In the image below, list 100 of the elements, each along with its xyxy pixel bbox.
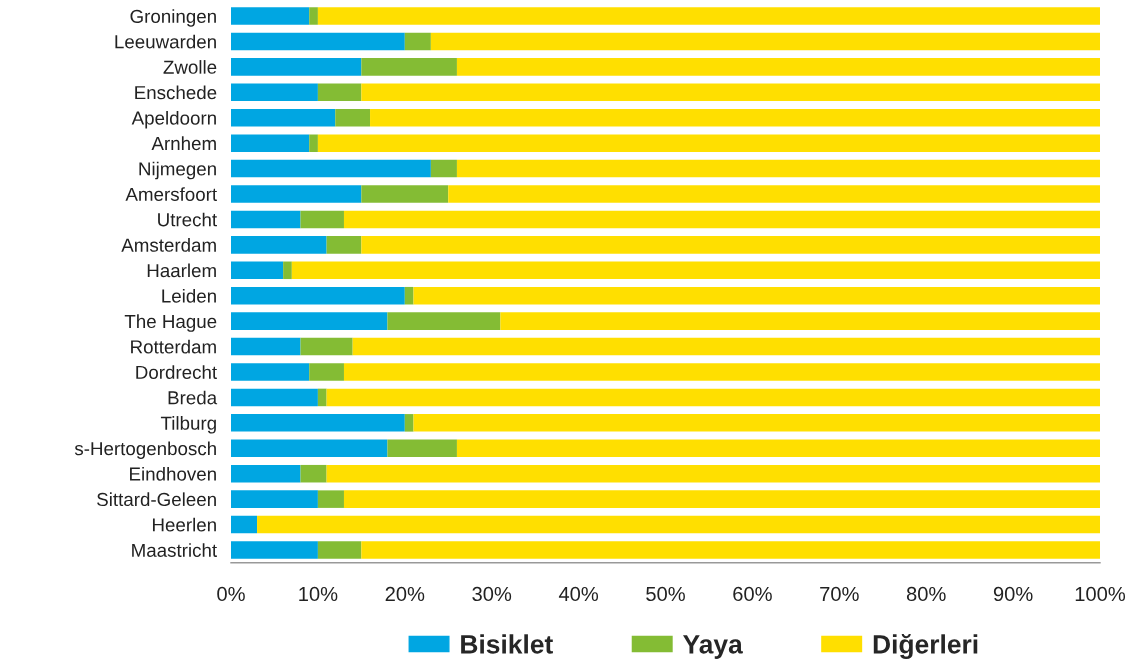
bar bbox=[361, 185, 449, 203]
bar bbox=[231, 83, 318, 102]
bar bbox=[231, 210, 301, 229]
y-tick-label: Breda bbox=[168, 390, 218, 405]
y-tick-label: Sittard-Geleen bbox=[97, 492, 216, 507]
bar bbox=[430, 32, 1100, 51]
bar bbox=[361, 236, 1100, 254]
bar bbox=[309, 7, 318, 25]
bar bbox=[300, 337, 353, 356]
y-tick-label: Maastricht bbox=[132, 543, 217, 557]
bar bbox=[300, 210, 344, 229]
bar bbox=[387, 439, 457, 458]
y-tick-label: Nijmegen bbox=[139, 161, 216, 180]
y-tick-label: Amersfoort bbox=[125, 187, 217, 201]
y-tick-label: Tilburg bbox=[160, 416, 216, 434]
bar bbox=[283, 261, 292, 280]
bar bbox=[231, 439, 388, 458]
bar bbox=[231, 363, 310, 381]
legend-label: Yaya bbox=[683, 635, 743, 659]
bar bbox=[413, 414, 1100, 432]
y-tick-label: The Hague bbox=[124, 314, 217, 332]
x-tick-label: 30% bbox=[472, 586, 512, 602]
y-tick-label: Dordrecht bbox=[136, 365, 217, 379]
bar bbox=[326, 388, 1100, 407]
bar bbox=[317, 388, 327, 407]
bar bbox=[231, 236, 327, 254]
bar bbox=[343, 363, 1100, 381]
y-tick-label: Leiden bbox=[162, 288, 216, 303]
bar bbox=[231, 388, 318, 407]
bar bbox=[361, 58, 457, 76]
x-tick-label: 70% bbox=[820, 586, 859, 602]
bar bbox=[231, 185, 362, 203]
bar bbox=[231, 414, 405, 432]
bar bbox=[231, 7, 310, 25]
bar bbox=[231, 515, 258, 534]
bar bbox=[231, 32, 405, 51]
x-tick-label: 100% bbox=[1075, 586, 1126, 602]
bar bbox=[309, 363, 344, 381]
bar bbox=[413, 286, 1100, 305]
x-tick-label: 0% bbox=[217, 586, 245, 602]
bar bbox=[448, 185, 1100, 203]
bar bbox=[456, 439, 1100, 458]
bar bbox=[352, 337, 1100, 356]
bar bbox=[231, 312, 388, 330]
bar bbox=[326, 464, 1100, 483]
y-tick-label: Rotterdam bbox=[131, 339, 216, 354]
bar bbox=[317, 83, 362, 102]
y-tick-label: Eindhoven bbox=[130, 466, 216, 481]
bar bbox=[231, 58, 362, 76]
x-tick-label: 60% bbox=[733, 586, 772, 602]
y-tick-label: Groningen bbox=[130, 9, 216, 27]
y-tick-label: Zwolle bbox=[163, 60, 217, 74]
x-tick-label: 10% bbox=[299, 586, 338, 602]
bar bbox=[456, 159, 1100, 178]
bar bbox=[317, 7, 1100, 25]
y-tick-label: Amsterdam bbox=[121, 238, 216, 252]
bar bbox=[257, 515, 1100, 534]
x-tick-label: 80% bbox=[906, 586, 946, 602]
bar bbox=[231, 286, 405, 305]
bar bbox=[231, 541, 318, 559]
bar bbox=[404, 32, 431, 51]
bar bbox=[430, 159, 457, 178]
bar bbox=[317, 541, 362, 559]
y-tick-label: Utrecht bbox=[158, 212, 217, 227]
y-tick-label: Arnhem bbox=[151, 136, 216, 151]
bar bbox=[231, 464, 301, 483]
bar bbox=[300, 464, 327, 483]
bar bbox=[309, 134, 318, 152]
bar bbox=[231, 134, 310, 152]
bar bbox=[500, 312, 1100, 330]
bar bbox=[343, 210, 1100, 229]
bar bbox=[335, 108, 371, 127]
x-tick-label: 50% bbox=[646, 586, 685, 602]
y-tick-label: Apeldoorn bbox=[131, 110, 216, 129]
bar bbox=[231, 261, 284, 280]
bar bbox=[231, 108, 336, 127]
bar bbox=[343, 490, 1100, 508]
bar bbox=[361, 83, 1100, 102]
bar bbox=[317, 134, 1100, 152]
bar bbox=[317, 490, 344, 508]
x-tick-label: 90% bbox=[993, 586, 1033, 602]
x-tick-label: 20% bbox=[385, 586, 425, 602]
bar bbox=[387, 312, 501, 330]
bar bbox=[404, 414, 414, 432]
bar bbox=[231, 337, 301, 356]
y-tick-label: s-Hertogenbosch bbox=[74, 441, 216, 459]
legend-label: Bisiklet bbox=[461, 634, 553, 654]
bar bbox=[456, 58, 1100, 76]
y-tick-label: Enschede bbox=[135, 85, 217, 100]
bar bbox=[370, 108, 1100, 127]
bar bbox=[326, 236, 362, 254]
bar bbox=[231, 159, 431, 178]
y-tick-label: Leeuwarden bbox=[115, 34, 216, 49]
bar bbox=[291, 261, 1100, 280]
legend-label: Diğerleri bbox=[873, 634, 978, 659]
bar bbox=[361, 541, 1100, 559]
bar bbox=[231, 490, 318, 508]
x-tick-label: 40% bbox=[558, 586, 599, 602]
y-tick-label: Heerlen bbox=[152, 517, 216, 532]
y-tick-label: Haarlem bbox=[147, 263, 216, 278]
